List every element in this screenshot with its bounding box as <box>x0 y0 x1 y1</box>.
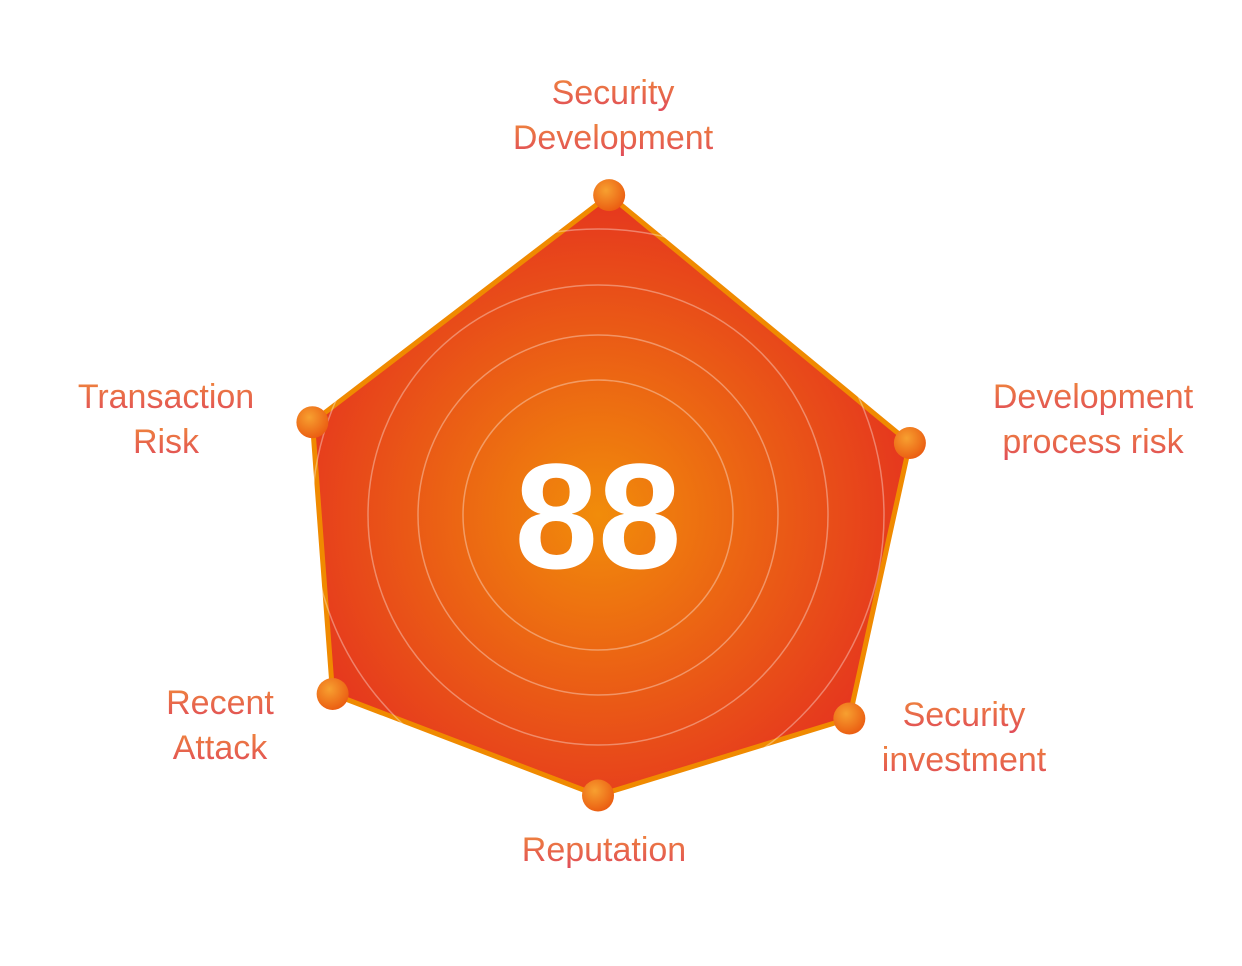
axis-label: Risk <box>133 423 200 461</box>
axis-label: Security <box>903 696 1026 734</box>
axis-label: investment <box>882 741 1047 779</box>
axis-label: Development <box>993 378 1194 416</box>
axis-label: process risk <box>1002 423 1184 461</box>
axis-label: Transaction <box>78 378 254 416</box>
ring <box>367 284 829 746</box>
axis-label: Recent <box>166 684 274 722</box>
score: 88 <box>515 432 682 600</box>
axis-label: Development <box>513 119 714 157</box>
radar-point <box>833 702 866 735</box>
axis-label: Attack <box>173 729 268 767</box>
radar-point <box>593 179 626 212</box>
ring <box>462 379 734 651</box>
radar-point <box>582 779 614 812</box>
ring <box>417 334 779 696</box>
radar-point <box>316 677 349 710</box>
radar-point <box>296 406 329 439</box>
axis-label: Reputation <box>522 831 686 869</box>
axis-label: Security <box>552 74 675 112</box>
radar-point <box>893 426 926 459</box>
